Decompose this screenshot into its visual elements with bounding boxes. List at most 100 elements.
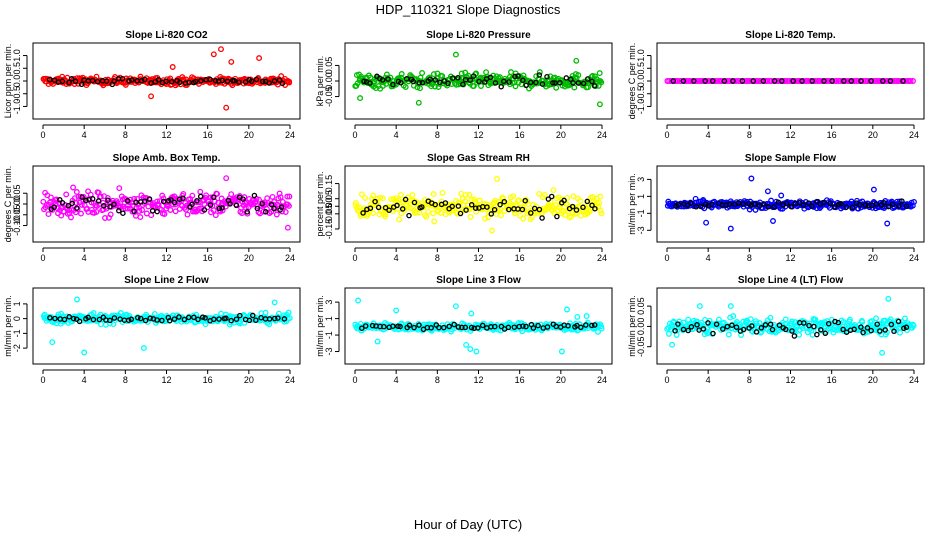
data-point <box>796 331 803 338</box>
x-tick-label: 16 <box>827 375 837 385</box>
overlay-point <box>278 204 285 210</box>
data-point <box>483 69 490 76</box>
data-point <box>93 208 100 215</box>
overlay-point <box>361 78 367 85</box>
overlay-point <box>835 319 842 326</box>
overlay-point <box>729 322 735 328</box>
data-point <box>725 331 732 338</box>
data-point <box>399 199 406 206</box>
data-point <box>595 328 601 335</box>
overlay-point <box>756 203 763 209</box>
overlay-point <box>779 78 785 84</box>
data-point <box>500 195 507 202</box>
y-tick-label: -0.05 <box>324 86 334 107</box>
data-point <box>512 83 519 90</box>
overlay-point <box>68 76 75 82</box>
overlay-point <box>539 81 546 87</box>
y-tick-label: 0.05 <box>636 297 646 315</box>
y-axis-label: kPa per min. <box>315 56 325 107</box>
data-point <box>685 316 692 323</box>
data-point <box>212 212 219 219</box>
x-tick-label: 0 <box>40 253 45 263</box>
data-point <box>431 218 438 225</box>
data-point <box>733 78 740 84</box>
overlay-point <box>536 72 543 78</box>
overlay-point <box>89 196 96 202</box>
overlay-point <box>219 205 225 211</box>
data-point <box>874 78 881 84</box>
x-tick-label: 4 <box>706 130 711 140</box>
data-point <box>266 321 273 328</box>
data-point <box>73 189 80 195</box>
overlay-point <box>96 316 103 323</box>
overlay-point <box>805 200 812 206</box>
outlier-point <box>885 295 892 302</box>
y-tick-label: -1 <box>324 331 334 339</box>
overlay-point <box>192 78 199 85</box>
overlay-point <box>709 78 716 84</box>
outlier-point <box>169 64 176 70</box>
x-tick-label: 8 <box>123 130 128 140</box>
overlay-point <box>142 317 149 324</box>
x-tick-label: 12 <box>785 130 795 140</box>
overlay-point <box>554 213 560 220</box>
overlay-point <box>360 210 366 216</box>
overlay-point <box>137 315 144 322</box>
outlier-point <box>879 349 886 356</box>
scatter-panel-9 <box>647 287 925 374</box>
data-point <box>466 191 473 198</box>
data-point <box>462 198 469 205</box>
overlay-point <box>492 80 499 86</box>
outlier-point <box>583 313 590 320</box>
scatter-panel-2 <box>335 42 613 129</box>
data-point <box>116 185 123 192</box>
overlay-point <box>491 206 498 213</box>
data-point <box>550 187 557 194</box>
data-point <box>430 71 437 78</box>
overlay-point <box>818 327 824 333</box>
x-tick-label: 20 <box>244 130 254 140</box>
data-point <box>106 320 113 327</box>
outlier-point <box>558 348 565 355</box>
plot-frame <box>32 42 301 120</box>
data-point <box>596 70 603 77</box>
overlay-point <box>848 78 855 84</box>
overlay-point <box>402 196 409 203</box>
overlay-point <box>47 315 53 321</box>
overlay-point <box>266 316 273 322</box>
overlay-point <box>442 200 449 206</box>
overlay-point <box>487 74 494 81</box>
y-tick-label: 0.00 <box>12 195 22 213</box>
data-point <box>598 210 605 217</box>
data-point <box>148 212 155 219</box>
overlay-point <box>268 201 275 208</box>
data-point <box>562 212 569 219</box>
overlay-point <box>406 212 412 219</box>
outlier-point <box>223 175 230 182</box>
overlay-point <box>216 205 223 212</box>
data-point <box>40 198 47 205</box>
overlay-point <box>536 206 543 213</box>
data-point <box>210 207 217 214</box>
data-point <box>136 208 143 215</box>
data-point <box>570 193 577 200</box>
data-point <box>189 192 196 199</box>
y-tick-label: 0.05 <box>324 190 334 208</box>
y-tick-label: 0.00 <box>324 198 334 216</box>
data-point <box>116 204 123 211</box>
overlay-point <box>769 326 776 333</box>
x-tick-label: 20 <box>244 253 254 263</box>
data-point <box>370 210 376 217</box>
overlay-point <box>397 323 403 330</box>
overlay-point <box>445 80 451 87</box>
overlay-point <box>449 203 455 210</box>
data-point <box>214 190 221 197</box>
overlay-point <box>249 312 256 319</box>
y-tick-label: 1.0 <box>12 49 22 62</box>
y-axis-label: Licor ppm per min. <box>3 44 13 119</box>
data-point <box>698 319 705 326</box>
data-point <box>536 69 543 76</box>
overlay-point <box>83 197 89 204</box>
overlay-point <box>111 315 118 321</box>
overlay-point <box>476 78 482 85</box>
